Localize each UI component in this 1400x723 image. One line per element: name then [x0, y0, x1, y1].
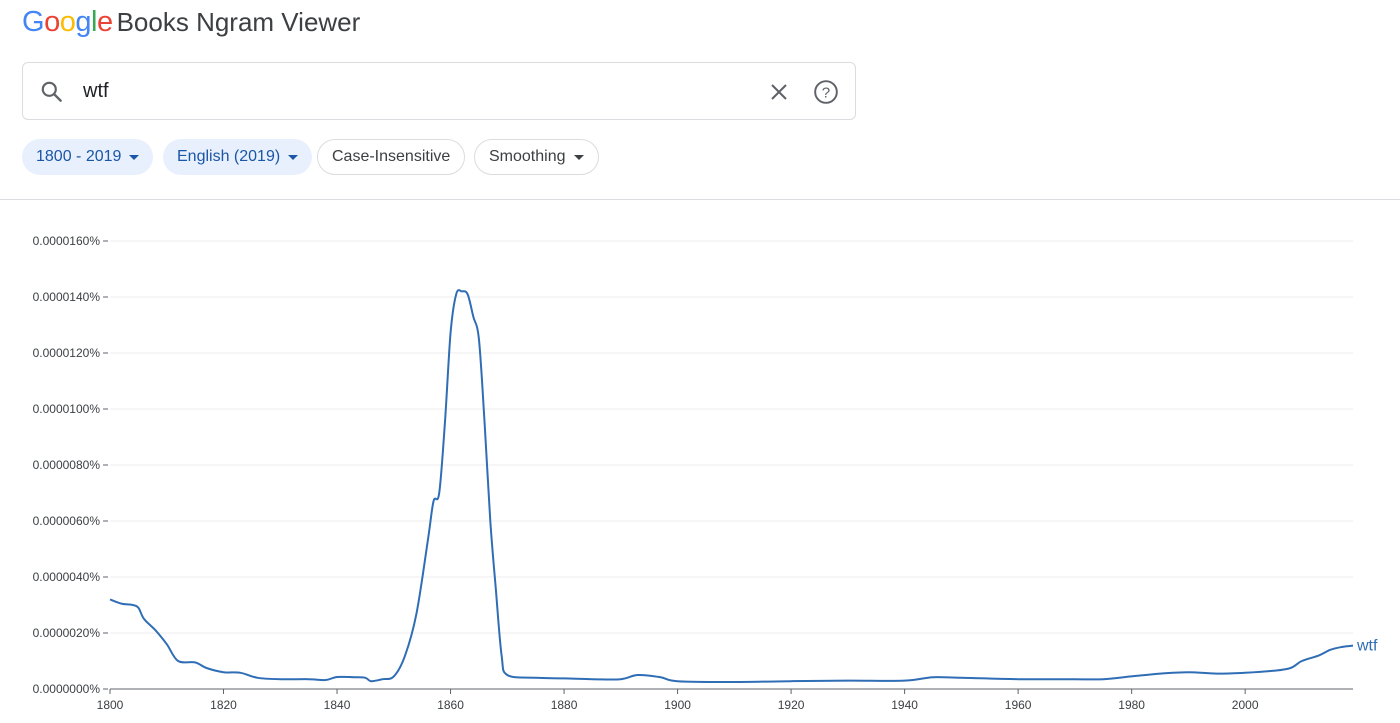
x-tick-label: 1840 — [324, 698, 351, 712]
smoothing-dropdown[interactable]: Smoothing — [474, 139, 599, 175]
search-bar: ? — [22, 62, 856, 120]
y-tick-label: 0.0000120% — [33, 346, 101, 360]
x-tick-label: 1920 — [778, 698, 805, 712]
close-icon[interactable] — [767, 80, 791, 104]
chevron-down-icon — [129, 154, 140, 160]
series-label: wtf — [1356, 638, 1378, 655]
search-icon — [41, 81, 62, 102]
chevron-down-icon — [573, 154, 584, 160]
series-line-wtf — [109, 289, 1354, 683]
logo-letter: e — [96, 6, 113, 38]
y-tick-label: 0.0000100% — [33, 402, 101, 416]
y-tick-label: 0.0000020% — [33, 626, 101, 640]
x-tick-label: 1800 — [97, 698, 124, 712]
app-title: Books Ngram Viewer — [116, 7, 361, 37]
svg-text:?: ? — [822, 84, 830, 101]
search-input[interactable] — [83, 75, 743, 107]
x-tick-label: 1980 — [1118, 698, 1145, 712]
y-tick-label: 0.0000140% — [33, 290, 101, 304]
y-tick-label: 0.0000040% — [33, 570, 101, 584]
help-circle-icon[interactable]: ? — [813, 79, 839, 105]
x-tick-label: 1860 — [437, 698, 464, 712]
x-tick-label: 1940 — [891, 698, 918, 712]
y-tick-label: 0.0000080% — [33, 458, 101, 472]
corpus-label: English (2019) — [177, 148, 281, 165]
corpus-dropdown[interactable]: English (2019) — [163, 139, 313, 175]
y-tick-label: 0.0000000% — [33, 682, 101, 696]
year-range-dropdown[interactable]: 1800 - 2019 — [22, 139, 154, 175]
case-insensitive-toggle[interactable]: Case-Insensitive — [317, 139, 466, 175]
y-tick-label: 0.0000160% — [33, 234, 101, 248]
x-tick-label: 2000 — [1232, 698, 1259, 712]
smoothing-label: Smoothing — [489, 148, 566, 165]
logo-letter: g — [75, 6, 91, 38]
logo-letter: G — [22, 6, 45, 38]
y-tick-label: 0.0000060% — [33, 514, 101, 528]
x-tick-label: 1900 — [664, 698, 691, 712]
app-logo[interactable]: Google Books Ngram Viewer — [22, 4, 360, 40]
x-tick-label: 1960 — [1005, 698, 1032, 712]
case-insensitive-label: Case-Insensitive — [332, 148, 451, 165]
x-tick-label: 1880 — [551, 698, 578, 712]
logo-letter: o — [44, 6, 60, 38]
logo-letter: o — [59, 6, 76, 38]
logo-letter: l — [90, 6, 97, 38]
ngram-chart: 0.0000000% 0.0000020% 0.0000040% 0.0000060%… — [33, 234, 1378, 712]
year-range-label: 1800 - 2019 — [36, 148, 122, 165]
x-tick-label: 1820 — [210, 698, 237, 712]
google-wordmark: Google — [22, 6, 113, 38]
chevron-down-icon — [288, 154, 299, 160]
